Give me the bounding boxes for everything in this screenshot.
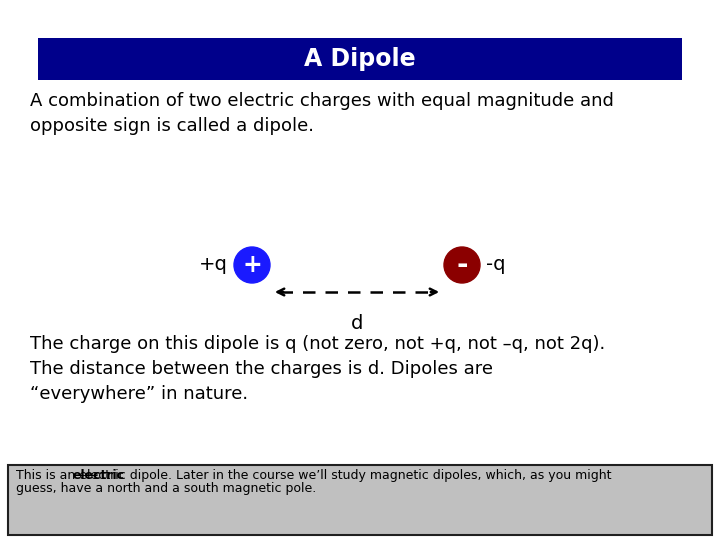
- Text: -: -: [456, 251, 468, 279]
- Circle shape: [234, 247, 270, 283]
- FancyBboxPatch shape: [8, 465, 712, 535]
- Text: +: +: [242, 253, 262, 277]
- Text: d: d: [351, 314, 363, 333]
- Circle shape: [444, 247, 480, 283]
- Text: guess, have a north and a south magnetic pole.: guess, have a north and a south magnetic…: [16, 482, 316, 495]
- Text: This is an electric dipole. Later in the course we’ll study magnetic dipoles, wh: This is an electric dipole. Later in the…: [16, 469, 611, 482]
- Text: -q: -q: [486, 255, 505, 274]
- FancyBboxPatch shape: [38, 38, 682, 80]
- Text: +q: +q: [199, 255, 228, 274]
- Text: A combination of two electric charges with equal magnitude and
opposite sign is : A combination of two electric charges wi…: [30, 92, 614, 135]
- Text: A Dipole: A Dipole: [304, 47, 416, 71]
- Text: electric: electric: [72, 469, 124, 482]
- Text: The charge on this dipole is q (not zero, not +q, not –q, not 2q).
The distance : The charge on this dipole is q (not zero…: [30, 335, 606, 403]
